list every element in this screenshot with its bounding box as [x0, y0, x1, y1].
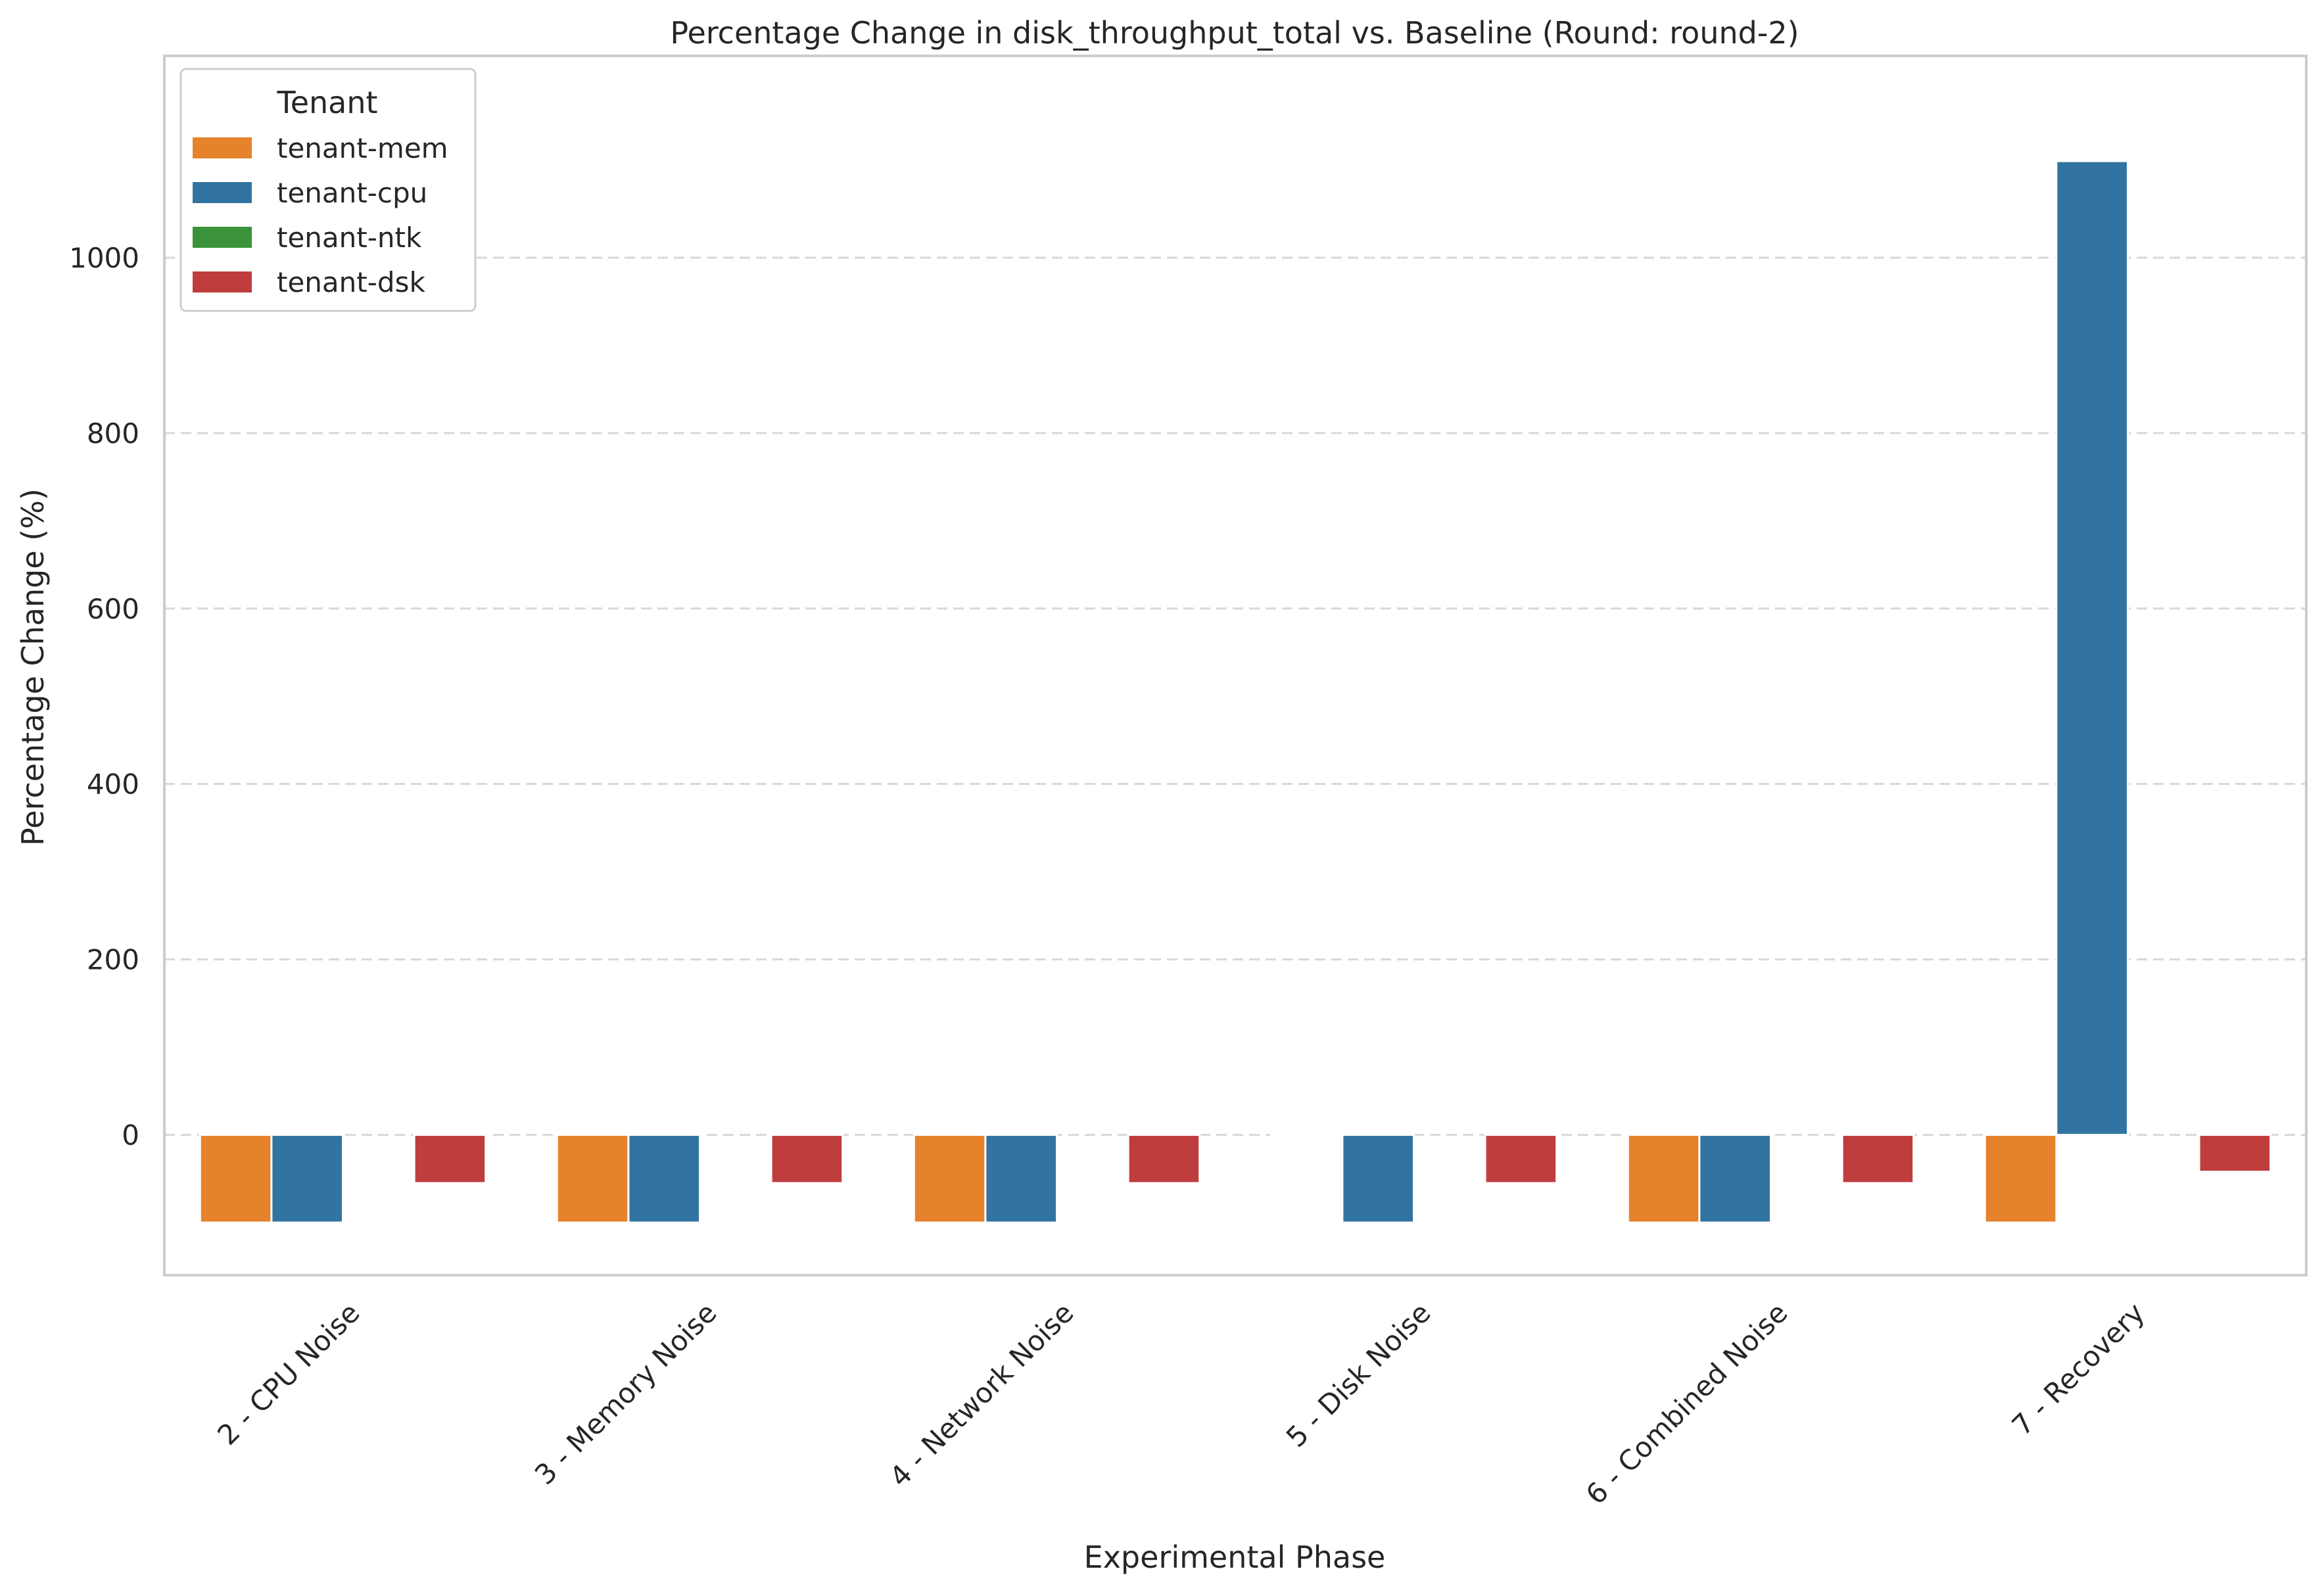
bar-tenant-dsk — [1841, 1133, 1915, 1184]
legend-label: tenant-ntk — [277, 222, 422, 254]
legend-title: Tenant — [276, 85, 377, 120]
legend-swatch-tenant-dsk — [193, 271, 252, 293]
y-tick-label: 600 — [87, 593, 139, 625]
chart-title: Percentage Change in disk_throughput_tot… — [670, 15, 1799, 51]
bar-tenant-mem — [1983, 1133, 2058, 1224]
bar-tenant-mem — [913, 1133, 987, 1224]
bar-tenant-cpu — [1698, 1133, 1772, 1224]
legend-items: tenant-mem tenant-cpu tenant-ntk tenant-dsk — [193, 132, 448, 298]
bar-tenant-cpu — [1341, 1133, 1415, 1224]
bar-tenant-cpu — [270, 1133, 344, 1224]
bar-tenant-dsk — [770, 1133, 844, 1184]
bar-tenant-mem — [556, 1133, 630, 1224]
y-axis-title: Percentage Change (%) — [15, 488, 51, 846]
legend-label: tenant-dsk — [277, 266, 425, 298]
y-tick-label: 800 — [87, 417, 139, 450]
bar-tenant-dsk — [1127, 1133, 1201, 1184]
x-axis-title: Experimental Phase — [1084, 1539, 1386, 1575]
legend: Tenant tenant-memtenant-cputenant-ntkten… — [179, 68, 477, 312]
y-tick-labels: 0 200 400 600 800 1000 — [69, 242, 139, 1152]
bar-tenant-dsk — [413, 1133, 487, 1184]
plot-frame — [163, 55, 2308, 1277]
bar-tenant-dsk — [2198, 1133, 2272, 1173]
bars — [199, 160, 2272, 1224]
legend-swatch-tenant-ntk — [193, 227, 252, 248]
bar-tenant-cpu — [627, 1133, 701, 1224]
legend-frame — [179, 68, 477, 312]
y-tick-label: 0 — [122, 1119, 139, 1151]
legend-swatch-tenant-mem — [193, 137, 252, 158]
bar-tenant-cpu — [984, 1133, 1058, 1224]
bar-tenant-mem — [1626, 1133, 1701, 1224]
grid — [164, 256, 2306, 1136]
legend-label: tenant-mem — [277, 132, 448, 164]
y-tick-label: 200 — [87, 944, 139, 976]
y-tick-label: 1000 — [69, 242, 139, 274]
bar-tenant-mem — [199, 1133, 273, 1224]
legend-swatch-tenant-cpu — [193, 182, 252, 203]
legend-label: tenant-cpu — [277, 177, 427, 209]
bar-tenant-dsk — [1484, 1133, 1558, 1184]
bar-tenant-cpu — [2055, 160, 2129, 1136]
bar-tenant-mem — [1269, 1133, 1344, 1137]
y-tick-label: 400 — [87, 768, 139, 801]
